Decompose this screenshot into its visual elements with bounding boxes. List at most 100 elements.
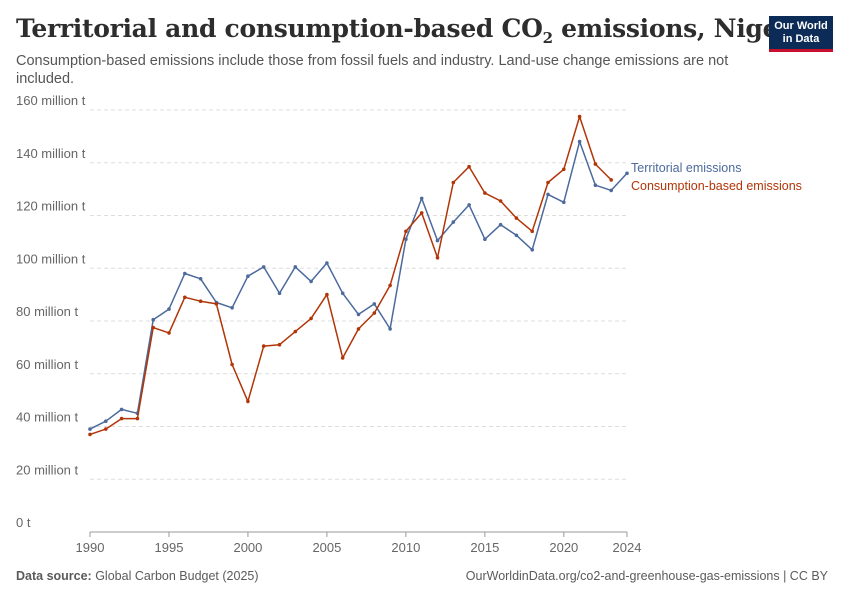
y-tick-label: 60 million t: [16, 357, 79, 372]
y-tick-label: 20 million t: [16, 462, 79, 477]
data-point: [514, 233, 519, 238]
data-source-label: Data source:: [16, 569, 92, 583]
data-point: [167, 331, 171, 335]
data-source: Data source: Global Carbon Budget (2025): [16, 569, 259, 583]
data-point: [577, 114, 582, 119]
data-point: [388, 283, 392, 288]
data-point: [546, 192, 550, 197]
data-point: [483, 237, 487, 241]
data-point: [104, 419, 108, 424]
logo-line-1: Our World: [774, 20, 828, 32]
data-point: [183, 295, 187, 300]
data-point: [419, 196, 424, 201]
x-tick-label: 2015: [470, 540, 499, 555]
data-point: [167, 307, 171, 311]
data-point: [246, 274, 250, 279]
y-tick-label: 120 million t: [16, 199, 86, 214]
series-label-layer: Territorial emissions Consumption-based e…: [631, 161, 802, 193]
data-point: [546, 180, 550, 185]
x-tick-label: 2010: [391, 540, 420, 555]
grid-layer: [90, 109, 627, 480]
data-point: [88, 427, 92, 431]
series-label: Territorial emissions: [631, 161, 741, 175]
data-point: [498, 222, 503, 227]
data-point: [498, 199, 503, 203]
title-subscript: 2: [542, 29, 553, 47]
data-point: [419, 211, 424, 215]
data-point: [340, 291, 345, 296]
axis-layer: 0 t 20 million t 40 million t 60 million t 8…: [16, 93, 641, 555]
data-point: [530, 229, 534, 234]
footer-credit[interactable]: OurWorldinData.org/co2-and-greenhouse-ga…: [465, 569, 828, 583]
data-point: [356, 312, 361, 317]
y-tick-label: 40 million t: [16, 410, 79, 425]
x-tick-label: 2005: [312, 540, 341, 555]
data-point: [593, 183, 598, 187]
data-point: [198, 277, 203, 281]
x-tick-label: 2024: [613, 540, 642, 555]
data-point: [230, 306, 234, 310]
data-point: [135, 416, 140, 421]
data-point: [467, 164, 471, 169]
owid-logo[interactable]: Our World in Data: [769, 16, 833, 52]
series-layer: [88, 114, 629, 437]
data-point: [214, 302, 219, 306]
data-point: [151, 317, 155, 322]
data-point: [388, 327, 392, 331]
x-tick-label: 1995: [155, 540, 184, 555]
data-point: [309, 316, 313, 321]
logo-line-2: in Data: [782, 33, 820, 45]
data-point: [435, 255, 440, 260]
data-point: [514, 216, 519, 220]
data-point: [435, 238, 440, 243]
y-tick-label: 100 million t: [16, 251, 86, 266]
data-point: [261, 265, 266, 269]
data-source-text: Global Carbon Budget (2025): [91, 569, 259, 583]
x-tick-label: 1990: [76, 540, 105, 555]
data-point: [451, 220, 456, 224]
data-point: [483, 191, 487, 195]
data-point: [325, 261, 329, 265]
y-tick-label: 80 million t: [16, 304, 79, 319]
data-point: [404, 229, 408, 234]
y-tick-label: 140 million t: [16, 146, 86, 161]
series-label: Consumption-based emissions: [631, 179, 802, 193]
data-point: [246, 399, 250, 404]
data-point: [119, 416, 124, 421]
title-main: Territorial and consumption-based CO: [16, 14, 543, 43]
series-line: [89, 115, 612, 436]
data-point: [562, 200, 566, 205]
data-point: [277, 342, 282, 347]
data-point: [625, 171, 629, 176]
data-point: [562, 167, 566, 172]
data-point: [451, 180, 456, 185]
data-point: [340, 356, 345, 360]
chart-subtitle: Consumption-based emissions include thos…: [16, 53, 729, 87]
data-point: [261, 344, 266, 348]
x-tick-label: 2020: [549, 540, 578, 555]
data-point: [277, 291, 282, 296]
data-point: [593, 162, 598, 166]
data-point: [577, 139, 582, 144]
data-point: [404, 237, 408, 241]
x-tick-label: 2000: [233, 540, 262, 555]
data-point: [609, 178, 613, 182]
data-point: [356, 327, 361, 331]
data-point: [293, 265, 298, 269]
data-point: [372, 311, 377, 315]
data-point: [151, 325, 155, 330]
data-point: [372, 302, 377, 306]
data-point: [325, 292, 329, 297]
data-point: [104, 427, 108, 431]
y-tick-label: 160 million t: [16, 93, 86, 108]
data-point: [119, 407, 124, 412]
data-point: [88, 432, 92, 437]
data-point: [293, 329, 298, 334]
series-line: [89, 140, 628, 430]
data-point: [609, 188, 613, 193]
data-point: [230, 362, 234, 367]
data-point: [183, 271, 187, 276]
data-point: [198, 299, 203, 304]
data-point: [467, 203, 471, 207]
